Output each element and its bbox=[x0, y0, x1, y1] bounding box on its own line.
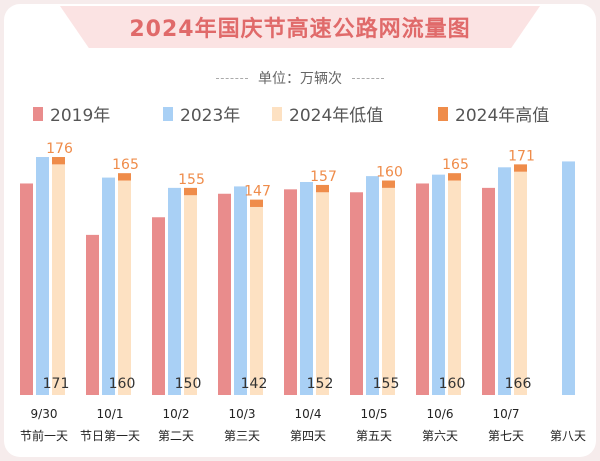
bar-2024-low-0 bbox=[52, 164, 65, 395]
label-2024-high-7: 171 bbox=[508, 148, 535, 164]
label-2024-low-1: 160 bbox=[109, 376, 136, 392]
label-2024-high-2: 155 bbox=[178, 172, 205, 188]
bar-2023-7 bbox=[498, 167, 511, 395]
bar-2019-6 bbox=[416, 183, 429, 395]
unit-row: 单位：万辆次 bbox=[0, 68, 600, 88]
label-2024-high-0: 176 bbox=[46, 141, 73, 157]
legend: 2019年 2023年 2024年低值 2024年高值 bbox=[33, 106, 549, 126]
unit-dash-left bbox=[216, 77, 248, 79]
category-day-6: 第六天 bbox=[422, 429, 458, 443]
bar-2023-2 bbox=[168, 187, 181, 395]
bar-2019-1 bbox=[86, 234, 99, 395]
label-2024-high-4: 157 bbox=[310, 169, 337, 185]
label-2024-low-7: 166 bbox=[505, 376, 532, 392]
category-day-7: 第七天 bbox=[488, 429, 524, 443]
bar-2024-high-3 bbox=[250, 199, 263, 207]
category-date-5: 10/5 bbox=[361, 407, 388, 421]
bar-2024-high-0 bbox=[52, 157, 65, 165]
bar-2024-high-1 bbox=[118, 173, 131, 181]
category-date-4: 10/4 bbox=[295, 407, 322, 421]
category-labels: 9/30 节前一天 10/1 节日第一天 10/2 第二天 10/3 第三天 10/4 第四天 10… bbox=[20, 407, 586, 443]
chart-title: 2024年国庆节高速公路网流量图 bbox=[129, 17, 471, 42]
title-banner: 2024年国庆节高速公路网流量图 bbox=[60, 6, 540, 48]
category-date-3: 10/3 bbox=[229, 407, 256, 421]
bar-2023-4 bbox=[300, 181, 313, 395]
label-2024-high-3: 147 bbox=[244, 184, 271, 200]
category-date-6: 10/6 bbox=[427, 407, 454, 421]
bar-2019-2 bbox=[152, 217, 165, 395]
bar-2024-low-2 bbox=[184, 195, 197, 395]
label-2024-low-5: 155 bbox=[373, 376, 400, 392]
label-2024-low-0: 171 bbox=[43, 376, 70, 392]
category-day-1: 节日第一天 bbox=[80, 429, 140, 443]
bar-2024-low-5 bbox=[382, 187, 395, 395]
legend-label-3: 2024年高值 bbox=[455, 106, 549, 126]
label-2024-low-6: 160 bbox=[439, 376, 466, 392]
legend-swatch-3 bbox=[438, 107, 448, 121]
legend-swatch-0 bbox=[33, 107, 43, 121]
bar-2024-high-6 bbox=[448, 173, 461, 181]
bar-2024-low-4 bbox=[316, 192, 329, 395]
category-day-4: 第四天 bbox=[290, 429, 326, 443]
category-date-2: 10/2 bbox=[163, 407, 190, 421]
label-2024-high-6: 165 bbox=[442, 157, 469, 173]
bar-2024-high-4 bbox=[316, 184, 329, 193]
category-day-8: 第八天 bbox=[550, 429, 586, 443]
category-day-5: 第五天 bbox=[356, 429, 392, 443]
bar-2024-high-5 bbox=[382, 180, 395, 188]
bar-2024-low-6 bbox=[448, 180, 461, 395]
legend-label-1: 2023年 bbox=[180, 106, 240, 126]
bar-2019-7 bbox=[482, 187, 495, 395]
bar-2023-6 bbox=[432, 174, 445, 395]
category-day-0: 节前一天 bbox=[20, 428, 68, 443]
label-2024-low-4: 152 bbox=[307, 376, 334, 392]
data-labels: 176 171 165 160 155 150 147 142 157 152 160 155 165 1… bbox=[43, 141, 535, 392]
category-date-0: 9/30 bbox=[31, 407, 58, 421]
label-2024-low-2: 150 bbox=[175, 376, 202, 392]
bar-2024-high-2 bbox=[184, 187, 197, 196]
unit-label: 单位：万辆次 bbox=[258, 71, 342, 87]
legend-swatch-2 bbox=[272, 107, 282, 121]
bar-2019-5 bbox=[350, 192, 363, 395]
category-date-7: 10/7 bbox=[493, 407, 520, 421]
bar-2023-8 bbox=[562, 161, 575, 395]
bar-2024-high-7 bbox=[514, 164, 527, 172]
legend-label-0: 2019年 bbox=[50, 106, 110, 126]
bar-2023-0 bbox=[36, 157, 49, 395]
unit-dash-right bbox=[352, 77, 384, 79]
label-2024-high-5: 160 bbox=[376, 165, 403, 181]
bar-2019-4 bbox=[284, 189, 297, 395]
label-2024-low-3: 142 bbox=[241, 376, 268, 392]
category-date-1: 10/1 bbox=[97, 407, 124, 421]
bar-2024-low-3 bbox=[250, 206, 263, 395]
category-day-3: 第三天 bbox=[224, 429, 260, 443]
category-day-2: 第二天 bbox=[158, 429, 194, 443]
bar-2019-3 bbox=[218, 193, 231, 395]
bar-2024-low-1 bbox=[118, 180, 131, 395]
bar-2024-low-7 bbox=[514, 171, 527, 395]
bars bbox=[20, 157, 575, 395]
bar-2023-3 bbox=[234, 186, 247, 395]
legend-label-2: 2024年低值 bbox=[289, 106, 383, 126]
bar-2019-0 bbox=[20, 183, 33, 395]
label-2024-high-1: 165 bbox=[112, 157, 139, 173]
legend-swatch-1 bbox=[163, 107, 173, 121]
bar-2023-5 bbox=[366, 176, 379, 395]
bar-2023-1 bbox=[102, 177, 115, 395]
